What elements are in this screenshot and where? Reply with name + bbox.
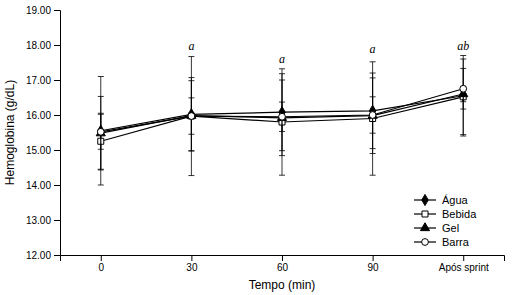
y-tick: 14.00 — [26, 180, 60, 191]
x-tick-label: 90 — [368, 262, 380, 273]
x-axis-line — [61, 256, 505, 262]
error-bar — [188, 98, 194, 134]
y-tick-mark — [54, 185, 60, 186]
point — [188, 113, 194, 119]
y-tick-mark — [54, 255, 60, 256]
series — [97, 68, 466, 149]
legend-label: Barra — [442, 236, 470, 248]
y-tick-label: 18.00 — [26, 40, 51, 51]
annotation: a — [370, 42, 376, 56]
series-line — [101, 89, 463, 132]
x-axis-title: Tempo (min) — [249, 278, 316, 292]
series — [98, 57, 466, 176]
y-tick: 16.00 — [26, 110, 60, 121]
error-bar — [98, 77, 104, 186]
y-tick-mark — [54, 10, 60, 11]
y-tick: 17.00 — [26, 75, 60, 86]
y-tick-label: 17.00 — [26, 75, 51, 86]
legend-label: Gel — [442, 222, 459, 234]
y-tick: 19.00 — [26, 5, 60, 16]
x-axis: 0 30 60 90 Após sprint — [61, 255, 505, 273]
y-tick: 13.00 — [26, 215, 60, 226]
point — [369, 112, 376, 119]
y-tick: 18.00 — [26, 40, 60, 51]
legend: Água Bebida Gel Barra — [414, 194, 477, 248]
annotation: a — [279, 52, 285, 66]
error-bar — [279, 69, 285, 175]
x-tick: Após sprint — [439, 255, 489, 273]
legend-item: Água — [414, 194, 469, 206]
point — [188, 113, 195, 120]
error-bar — [460, 68, 466, 109]
y-tick: 15.00 — [26, 145, 60, 156]
y-axis-line — [54, 11, 61, 256]
error-bar — [98, 96, 104, 170]
error-bar — [188, 81, 194, 151]
legend-marker — [420, 223, 429, 231]
x-tick-mark — [282, 255, 283, 261]
legend-marker — [422, 211, 428, 217]
y-tick-label: 15.00 — [26, 145, 51, 156]
legend-label: Bebida — [442, 208, 477, 220]
chart: 12.00 13.00 14.00 15.00 16.00 17.00 18.00 19.00… — [0, 0, 516, 295]
y-tick-label: 19.00 — [26, 5, 51, 16]
y-tick-mark — [54, 45, 60, 46]
y-tick-mark — [54, 150, 60, 151]
point — [368, 110, 377, 118]
series-line — [101, 94, 463, 133]
series-group — [96, 56, 468, 186]
point — [97, 128, 104, 135]
y-axis: 12.00 13.00 14.00 15.00 16.00 17.00 18.00 19.00 — [26, 5, 61, 261]
y-tick-label: 14.00 — [26, 180, 51, 191]
x-tick: 30 — [186, 255, 198, 273]
legend-item: Bebida — [414, 208, 477, 220]
point — [96, 128, 105, 136]
y-tick-label: 13.00 — [26, 215, 51, 226]
y-tick-mark — [54, 80, 60, 81]
series — [96, 78, 468, 170]
series — [98, 56, 467, 186]
legend-item: Gel — [414, 222, 459, 234]
x-tick-mark — [373, 255, 374, 261]
y-axis-title: Hemoglobina (g/dL) — [3, 80, 17, 185]
x-tick-mark — [101, 255, 102, 261]
x-tick: 90 — [368, 255, 380, 273]
x-tick-label: 0 — [98, 262, 104, 273]
y-tick-mark — [54, 220, 60, 221]
annotation: a — [188, 39, 194, 53]
y-tick-mark — [54, 115, 60, 116]
annotations: a a a ab — [188, 39, 469, 66]
point — [279, 113, 286, 120]
point — [460, 85, 467, 92]
error-bar — [370, 78, 376, 154]
error-bar — [279, 102, 285, 131]
legend-marker — [422, 194, 428, 205]
annotation: ab — [457, 39, 469, 53]
y-tick-label: 12.00 — [26, 250, 51, 261]
error-bar — [279, 80, 285, 156]
x-tick-mark — [191, 255, 192, 261]
x-tick-mark — [463, 255, 464, 261]
x-tick-label: 60 — [277, 262, 289, 273]
y-tick: 12.00 — [26, 250, 60, 261]
x-tick-label: 30 — [186, 262, 198, 273]
legend-marker — [422, 239, 429, 246]
error-bar — [188, 57, 194, 176]
error-bar — [370, 97, 376, 133]
x-tick-label: Após sprint — [439, 262, 489, 273]
plot-area: 12.00 13.00 14.00 15.00 16.00 17.00 18.00 19.00… — [26, 5, 505, 273]
error-bar — [188, 78, 194, 152]
point — [277, 113, 286, 121]
legend-label: Água — [442, 194, 469, 206]
y-tick-label: 16.00 — [26, 110, 51, 121]
x-tick: 60 — [277, 255, 289, 273]
error-bar — [98, 114, 104, 149]
x-tick: 0 — [98, 255, 104, 273]
legend-item: Barra — [414, 236, 470, 248]
